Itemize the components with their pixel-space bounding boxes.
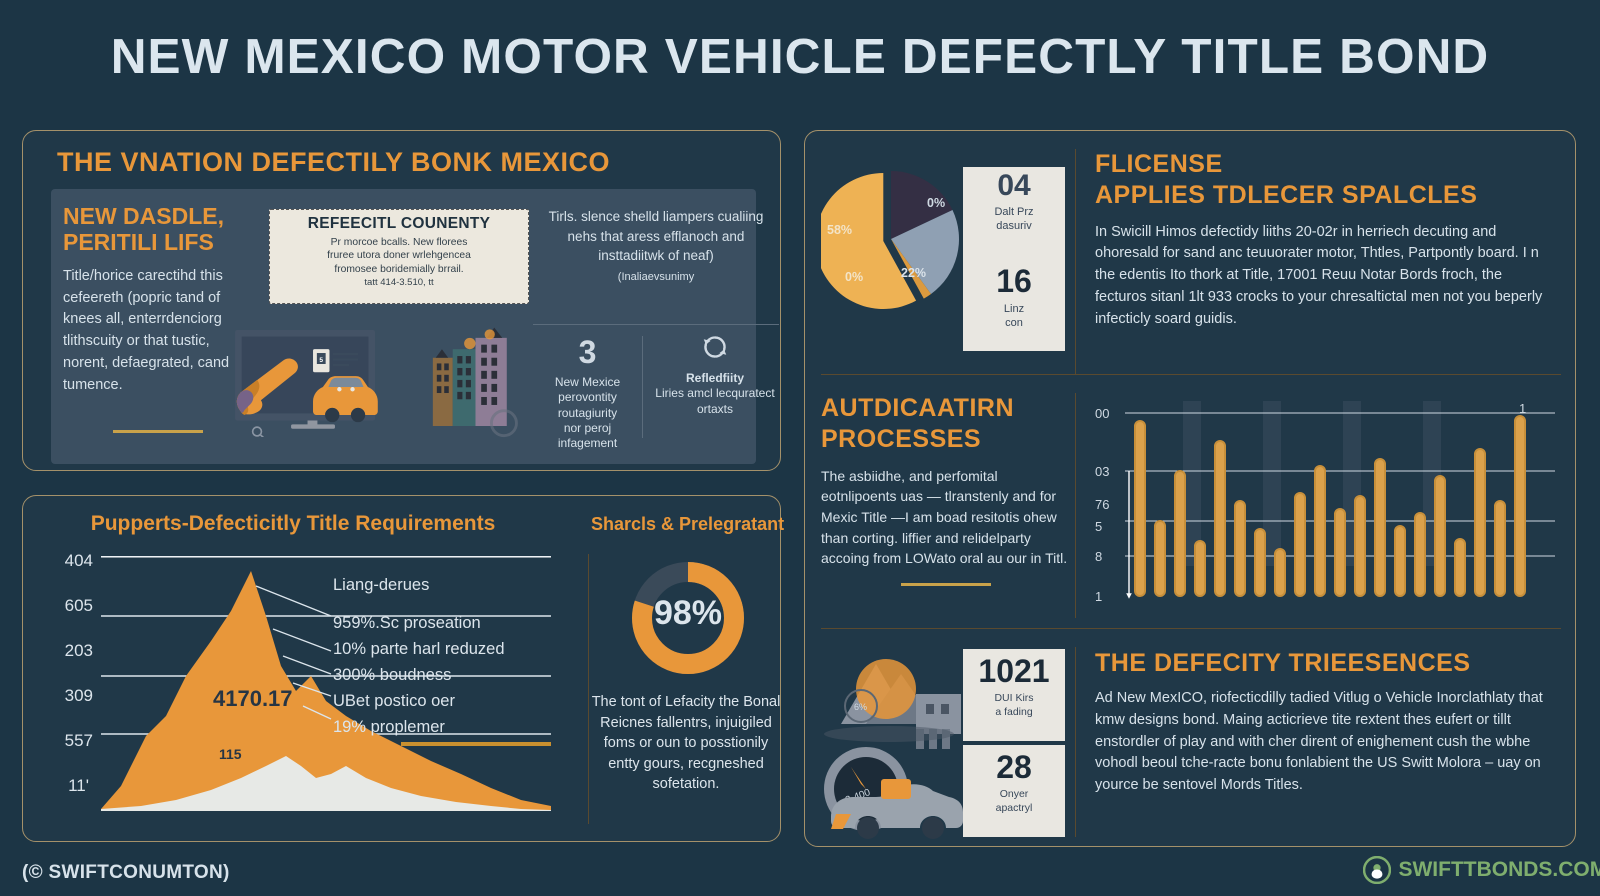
svg-text:76: 76 bbox=[1095, 497, 1109, 512]
svg-text:1: 1 bbox=[1095, 589, 1102, 604]
svg-text:58%: 58% bbox=[827, 223, 852, 237]
svg-text:03: 03 bbox=[1095, 464, 1109, 479]
svg-text:00: 00 bbox=[1095, 406, 1109, 421]
svg-text:6%: 6% bbox=[854, 702, 867, 712]
svg-text:0%: 0% bbox=[927, 196, 945, 210]
svg-text:8: 8 bbox=[1095, 549, 1102, 564]
svg-text:1: 1 bbox=[1519, 401, 1526, 416]
svg-text:0%: 0% bbox=[845, 270, 863, 284]
svg-text:5: 5 bbox=[1095, 519, 1102, 534]
svg-text:22%: 22% bbox=[901, 266, 926, 280]
svg-text:5: 5 bbox=[319, 357, 323, 364]
